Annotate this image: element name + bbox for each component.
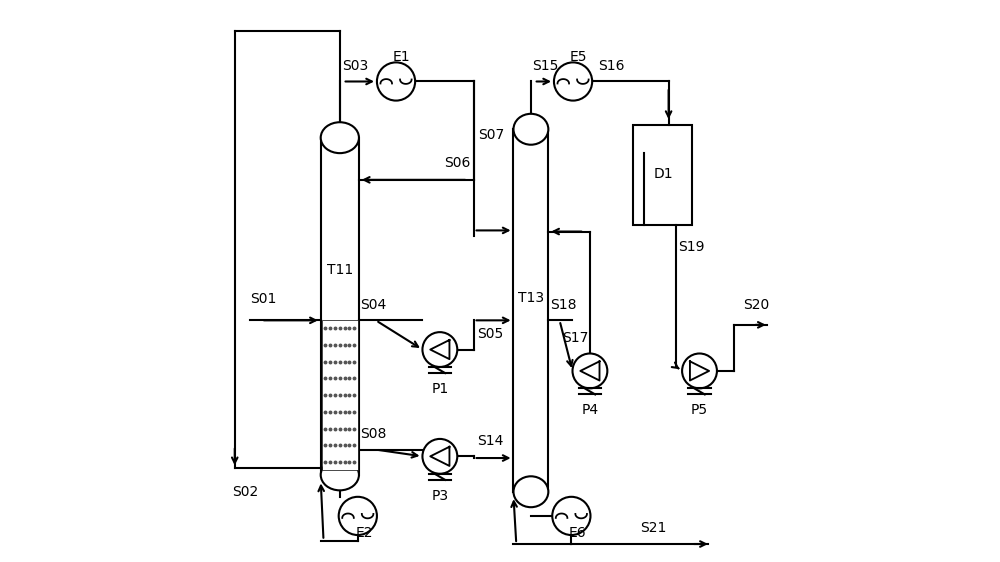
Text: P1: P1 xyxy=(431,382,448,396)
Text: S02: S02 xyxy=(232,485,258,498)
Text: S21: S21 xyxy=(640,522,667,535)
Text: S03: S03 xyxy=(342,59,368,72)
Text: S05: S05 xyxy=(477,327,503,341)
Text: D1: D1 xyxy=(653,167,673,181)
Text: S20: S20 xyxy=(743,298,769,312)
Text: E6: E6 xyxy=(569,526,586,540)
Text: T11: T11 xyxy=(327,263,353,277)
Text: S06: S06 xyxy=(444,156,471,170)
Ellipse shape xyxy=(513,477,548,507)
Circle shape xyxy=(682,353,717,388)
Circle shape xyxy=(552,497,590,535)
Text: P3: P3 xyxy=(431,489,448,502)
Text: S01: S01 xyxy=(250,292,276,306)
Text: S18: S18 xyxy=(550,298,577,311)
Text: E2: E2 xyxy=(355,526,373,540)
Text: E5: E5 xyxy=(570,51,587,64)
Text: S14: S14 xyxy=(477,434,503,447)
Circle shape xyxy=(339,497,377,535)
Circle shape xyxy=(572,353,607,388)
Circle shape xyxy=(554,62,592,101)
Text: S16: S16 xyxy=(598,59,624,72)
Circle shape xyxy=(377,62,415,101)
Ellipse shape xyxy=(321,460,359,490)
Circle shape xyxy=(422,439,457,474)
Circle shape xyxy=(422,332,457,367)
Bar xyxy=(513,129,548,492)
Text: T13: T13 xyxy=(518,291,544,305)
Text: S15: S15 xyxy=(533,59,559,72)
Bar xyxy=(321,138,359,475)
Ellipse shape xyxy=(513,114,548,144)
Text: S07: S07 xyxy=(478,128,504,142)
Bar xyxy=(322,320,358,470)
Text: E1: E1 xyxy=(393,51,410,64)
Text: P5: P5 xyxy=(691,404,708,417)
Text: P4: P4 xyxy=(581,404,598,417)
Text: S08: S08 xyxy=(361,427,387,441)
Text: S19: S19 xyxy=(678,241,704,254)
Text: S04: S04 xyxy=(361,298,387,311)
Ellipse shape xyxy=(321,123,359,153)
Text: S17: S17 xyxy=(562,331,588,345)
Bar xyxy=(633,125,692,225)
